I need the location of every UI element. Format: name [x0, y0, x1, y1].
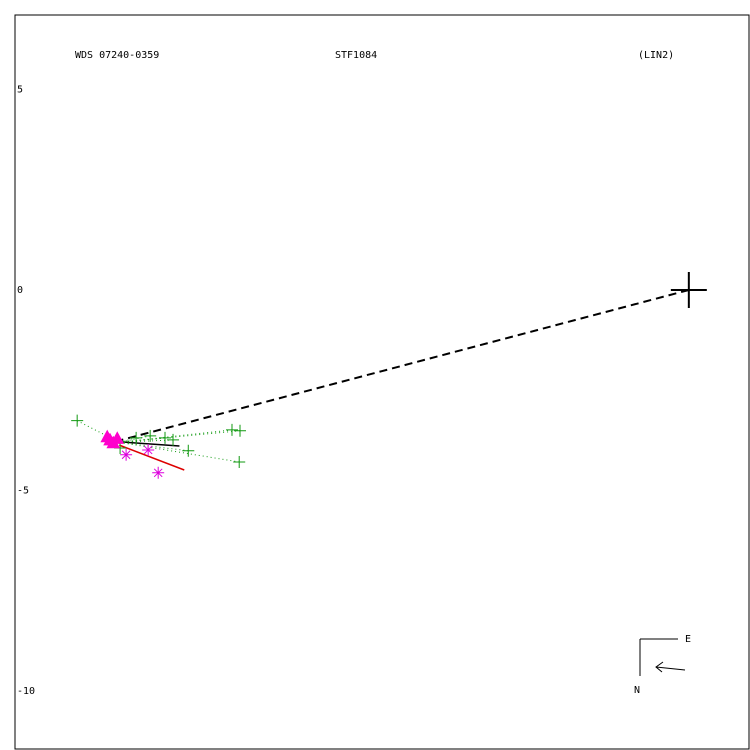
marker-shape: [167, 433, 180, 446]
y-tick-label: -10: [17, 686, 35, 697]
residual-line: [119, 437, 137, 443]
marker-shape: [670, 271, 707, 308]
chart-note: (LIN2): [638, 50, 674, 61]
point-plus: [71, 414, 120, 443]
point-triangle: [110, 431, 125, 444]
marker-shape: [159, 431, 172, 444]
point-plus: [119, 424, 247, 443]
point-plus: [119, 441, 246, 468]
point-plus: [119, 423, 238, 443]
marker-shape: [71, 414, 84, 427]
marker-shape: [100, 429, 115, 443]
residual-line: [119, 441, 240, 463]
point-asterisk: [120, 448, 133, 461]
chart-subtitle: STF1084: [335, 50, 377, 61]
point-plus: [119, 429, 157, 443]
point-primary: [670, 271, 707, 308]
residual-line: [119, 430, 241, 443]
marker-shape: [120, 448, 133, 461]
marker-shape: [142, 443, 155, 456]
y-tick-label: 5: [17, 85, 23, 96]
y-tick-label: 0: [17, 285, 23, 296]
compass-e-label: E: [685, 634, 691, 645]
point-asterisk: [142, 443, 155, 456]
point-plus: [119, 431, 172, 444]
compass: E N: [634, 634, 691, 696]
plot-frame: [14, 14, 750, 750]
compass-arrowhead: [655, 661, 664, 673]
marker-shape: [110, 431, 125, 444]
compass-n-label: N: [634, 685, 640, 696]
point-asterisk: [152, 466, 165, 479]
marker-shape: [152, 466, 165, 479]
marker-shape: [233, 455, 246, 468]
orbit-line: [119, 444, 185, 471]
point-plus: [119, 441, 195, 457]
chart-title: WDS 07240-0359: [75, 50, 159, 61]
point-triangle: [100, 429, 115, 443]
dashed-line: [119, 289, 690, 442]
y-tick-label: -5: [17, 485, 29, 496]
compass-arrow: [655, 666, 686, 671]
residual-line: [119, 429, 233, 443]
